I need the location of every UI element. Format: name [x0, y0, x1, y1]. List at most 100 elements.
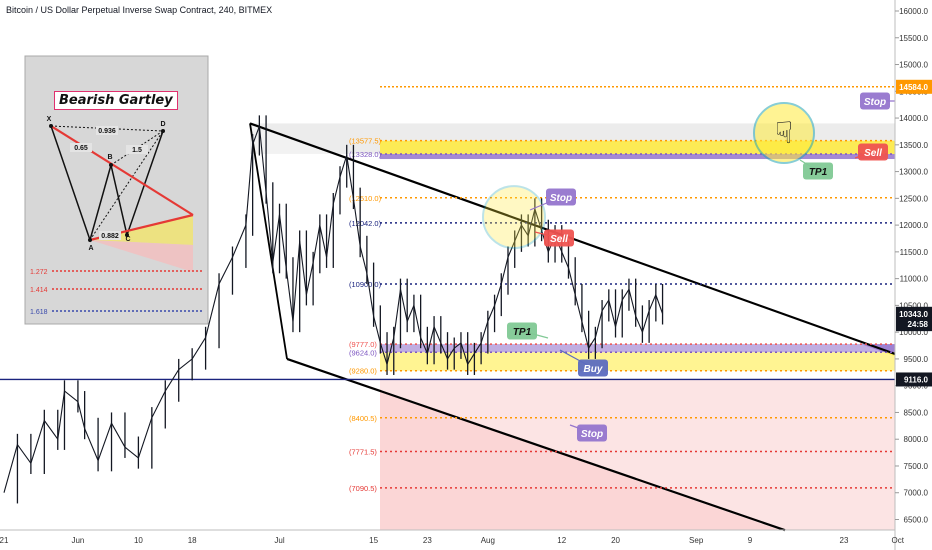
buy-zone-purple: [380, 344, 895, 353]
annotation-box-5: [507, 322, 537, 340]
inset-ratio-box-0: [96, 126, 118, 135]
x-tick-label-13: Oct: [892, 536, 905, 545]
annotation-label-6: Buy: [584, 364, 603, 375]
y-tick-label-2: 7500.0: [904, 462, 929, 471]
annotation-box-1: [858, 143, 888, 161]
inset-point-label-4: D: [160, 121, 165, 128]
buy-zone-yellow: [380, 352, 895, 371]
inset-point-a: [88, 238, 92, 242]
inset-fib-label-1: 1.414: [30, 287, 48, 294]
annotation-box-4: [544, 229, 574, 247]
inset-point-label-0: X: [47, 116, 52, 123]
inset-fib-label-0: 1.272: [30, 269, 48, 276]
x-tick-label-12: 23: [840, 536, 849, 545]
y-tick-label-17: 15000.0: [899, 61, 928, 70]
level-label-6: (9624.0): [349, 348, 377, 357]
inset-point-b: [109, 163, 113, 167]
annotation-label-1: Sell: [864, 148, 882, 159]
y-tick-label-15: 14000.0: [899, 114, 928, 123]
level-label-2: (12510.0): [349, 194, 382, 203]
inset-title: Bearish Gartley: [54, 91, 178, 110]
inset-point-label-1: A: [88, 245, 93, 252]
y-tick-label-0: 6500.0: [904, 516, 929, 525]
y-tick-label-9: 11000.0: [900, 275, 929, 284]
x-tick-label-10: Sep: [689, 536, 704, 545]
pointing-down-hand-icon: ☟: [775, 117, 793, 150]
price-line: [3, 125, 664, 493]
inset-point-x: [49, 124, 53, 128]
x-tick-label-5: 15: [369, 536, 378, 545]
annotation-label-3: Stop: [550, 193, 572, 204]
annotation-label-5: TP1: [513, 327, 532, 338]
inset-ratio-label-2: 0.882: [101, 233, 119, 240]
x-tick-label-6: 23: [423, 536, 432, 545]
inset-ad-line: [89, 130, 164, 241]
inset-ratio-label-0: 0.936: [98, 128, 116, 135]
inset-ratio-box-3: [126, 145, 148, 154]
x-tick-label-1: Jun: [71, 536, 84, 545]
y-tick-label-11: 12000.0: [899, 221, 928, 230]
level-label-8: (8400.5): [349, 414, 377, 423]
inset-fib-label-2: 1.618: [30, 309, 48, 316]
y-tick-label-3: 8000.0: [904, 435, 929, 444]
inset-point-label-3: C: [125, 236, 130, 243]
level-label-9: (7771.5): [349, 447, 377, 456]
annotation-label-7: Stop: [581, 429, 603, 440]
y-tick-label-8: 10500.0: [899, 301, 928, 310]
price-badge-box-3: [896, 372, 932, 387]
x-tick-label-9: 20: [611, 536, 620, 545]
y-tick-label-7: 10000.0: [899, 328, 928, 337]
chart-title: Bitcoin / US Dollar Perpetual Inverse Sw…: [6, 5, 273, 15]
x-tick-label-8: 12: [557, 536, 566, 545]
y-tick-label-10: 11500.0: [900, 248, 929, 257]
level-label-3: (12042.0): [349, 219, 382, 228]
stop-zone-red: [380, 379, 895, 531]
y-tick-label-6: 9500.0: [904, 355, 929, 364]
inset-ratio-label-3: 1.5: [132, 147, 142, 154]
annotation-label-0: Stop: [864, 97, 886, 108]
x-tick-label-11: 9: [748, 536, 753, 545]
level-label-4: (10900.0): [349, 280, 382, 289]
x-tick-label-2: 10: [134, 536, 143, 545]
price-badge-box-0: [896, 79, 932, 94]
inset-ratio-label-1: 0.65: [74, 145, 88, 152]
y-tick-label-13: 13000.0: [899, 168, 928, 177]
target-area-circle: [753, 102, 815, 164]
price-badge-box-2: [896, 317, 932, 332]
y-tick-label-18: 15500.0: [899, 34, 928, 43]
annotation-box-0: [860, 92, 890, 110]
level-label-5: (9777.0): [349, 340, 377, 349]
inset-point-d: [161, 129, 165, 133]
price-badge-label-1: 10343.0: [899, 310, 928, 319]
annotation-box-7: [577, 424, 607, 442]
level-label-10: (7090.5): [349, 484, 377, 493]
annotation-box-2: [803, 162, 833, 180]
y-tick-label-12: 12500.0: [899, 194, 928, 203]
x-tick-label-3: 18: [188, 536, 197, 545]
sell-area-circle: [482, 185, 546, 250]
y-tick-label-14: 13500.0: [899, 141, 928, 150]
annotation-box-6: [578, 359, 608, 377]
x-tick-label-7: Aug: [481, 536, 495, 545]
channel-upper-line: [249, 122, 901, 357]
annotation-label-4: Sell: [550, 234, 568, 245]
y-tick-label-19: 16000.0: [899, 7, 928, 16]
price-wicks: [16, 115, 664, 504]
y-tick-label-4: 8500.0: [904, 408, 929, 417]
x-tick-label-0: 21: [0, 536, 9, 545]
annotation-box-3: [546, 188, 576, 206]
channel-left-line: [249, 123, 288, 360]
sell-zone-purple: [380, 154, 895, 160]
y-tick-label-1: 7000.0: [904, 489, 929, 498]
channel-fill: [250, 123, 895, 531]
x-tick-label-4: Jul: [274, 536, 284, 545]
price-badge-label-0: 14584.0: [899, 83, 928, 92]
level-label-7: (9280.0): [349, 367, 377, 376]
price-badge-label-3: 9116.0: [904, 375, 929, 384]
level-label-1: (13328.0): [349, 150, 382, 159]
inset-ratio-box-1: [70, 143, 92, 152]
annotation-label-2: TP1: [809, 167, 828, 178]
channel-lower-line: [286, 357, 786, 532]
